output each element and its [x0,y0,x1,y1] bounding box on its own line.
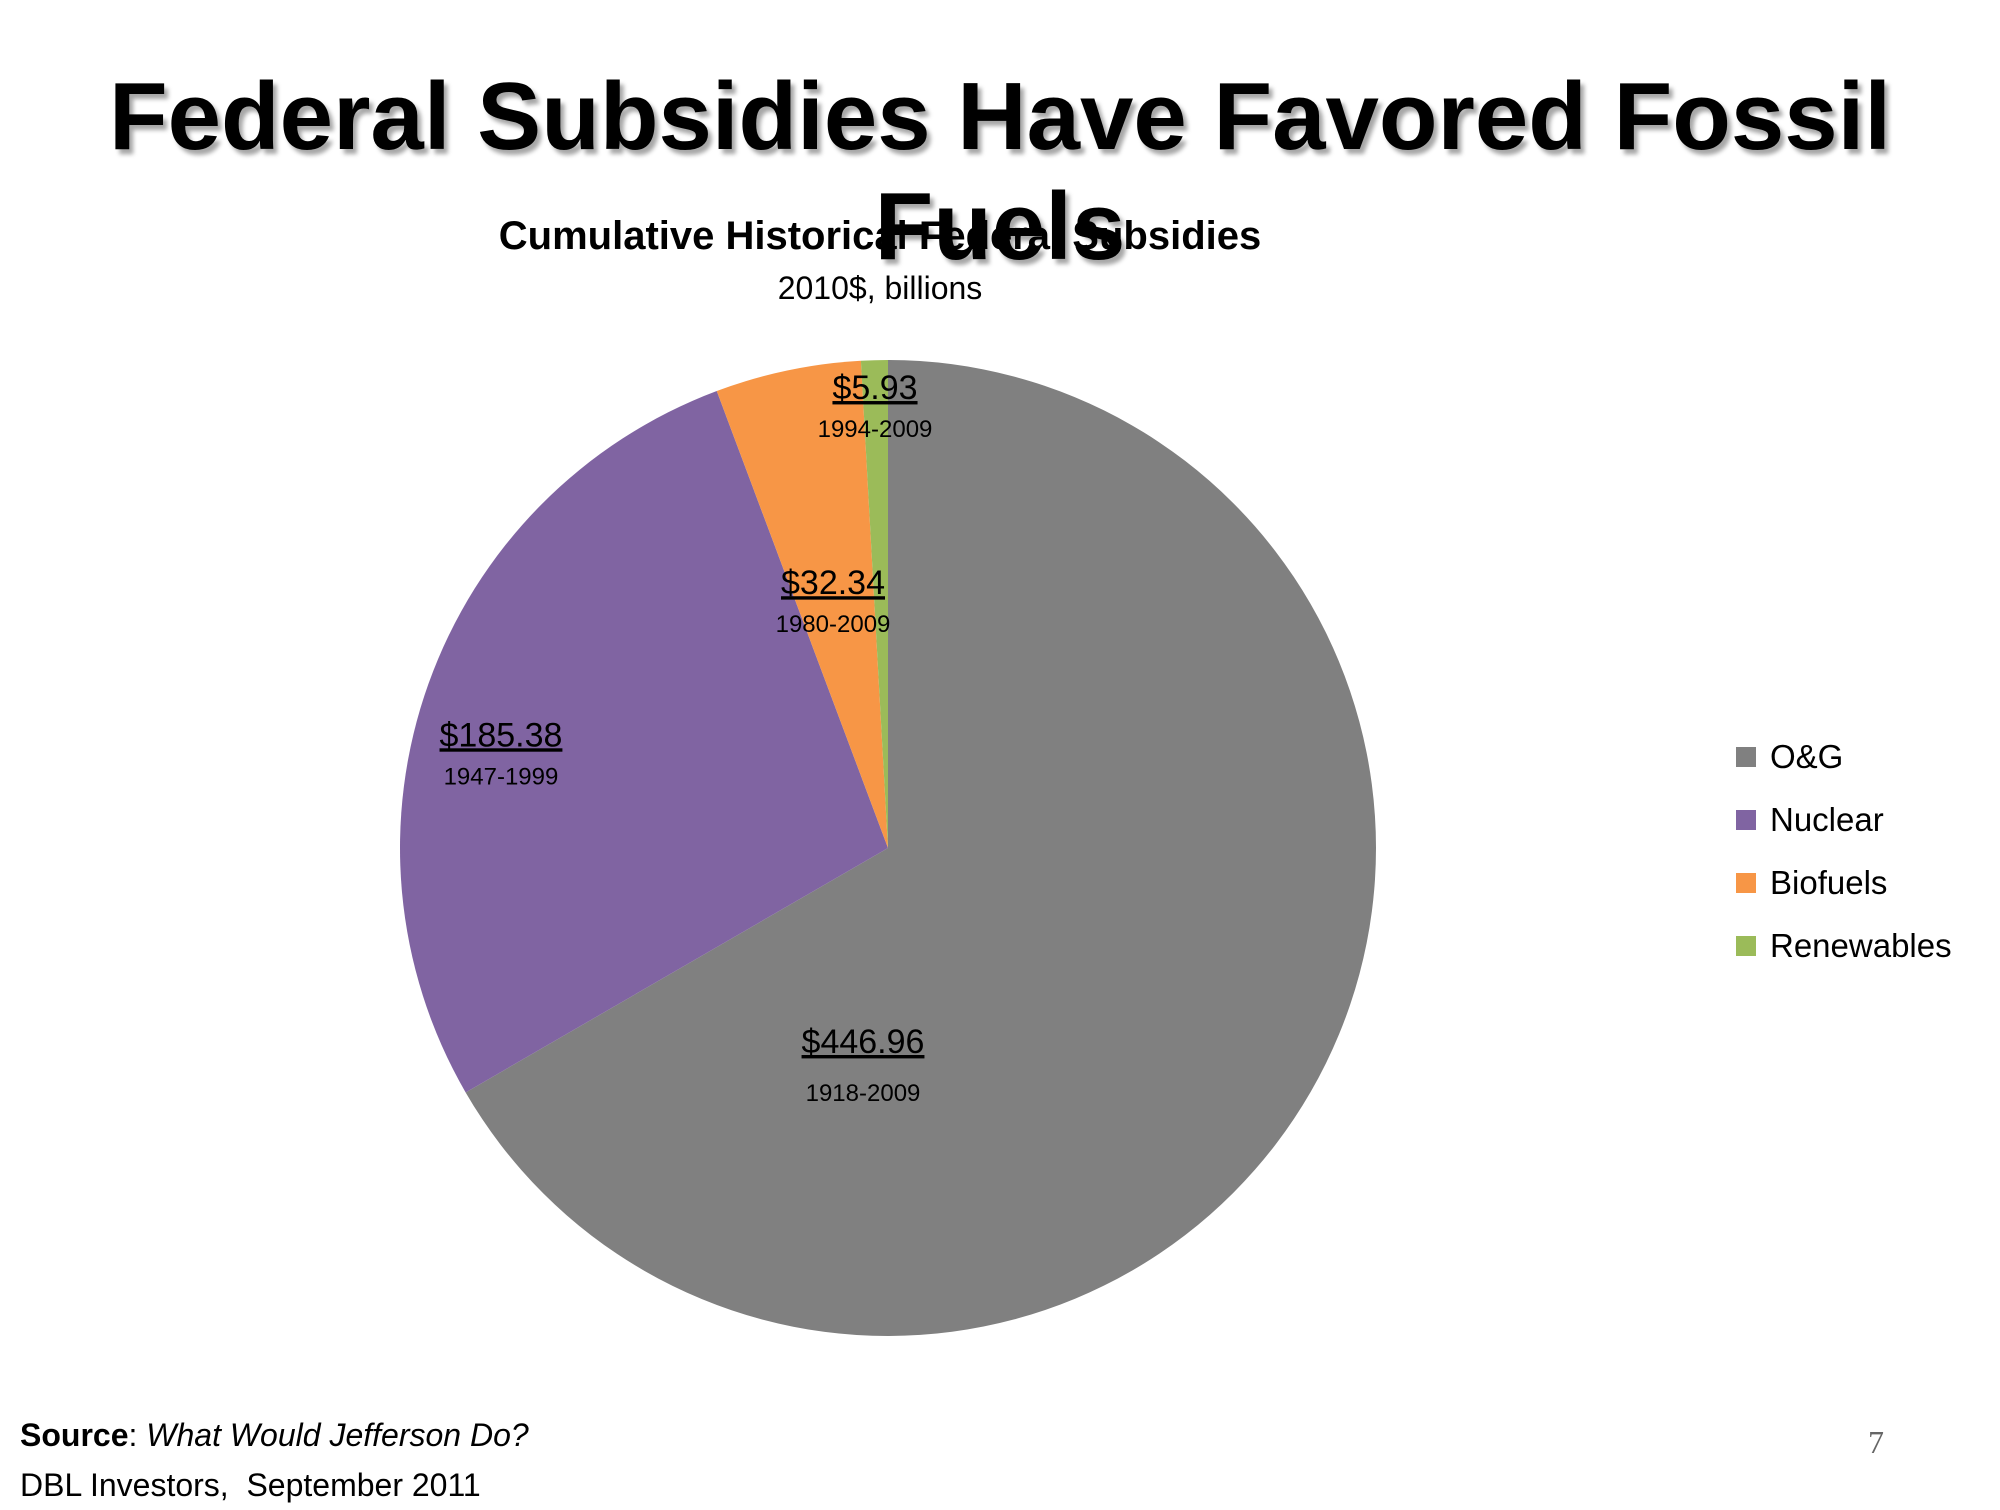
slice-period-label-biofuels: 1980-2009 [776,611,891,638]
legend-item-biofuels: Biofuels [1736,851,1952,914]
source-label: Source [20,1417,129,1453]
pie-slice-og [465,360,1377,1337]
source-publisher: DBL Investors, September 2011 [20,1467,481,1503]
slice-value-label-og: $446.96 [802,1023,925,1061]
source-title: What Would Jefferson Do? [146,1417,529,1453]
chart-title: Cumulative Historical Federal Subsidies [498,214,1262,258]
legend-swatch-biofuels [1736,872,1756,893]
pie-slice-nuclear [400,391,888,1093]
slice-value-label-nuclear: $185.38 [440,716,563,754]
legend-swatch-og [1736,746,1756,767]
legend-swatch-renewables [1736,935,1756,956]
slide-title: Federal Subsidies Have Favored Fossil Fu… [109,63,1891,280]
slice-value-label-renewables: $5.93 [832,369,917,407]
source-line: Source: What Would Jefferson Do? [20,1410,529,1460]
pie-slice-renewables [860,360,888,848]
chart-subtitle: 2010$, billions [777,270,983,306]
legend-label-biofuels: Biofuels [1770,863,1888,901]
slice-period-label-nuclear: 1947-1999 [444,763,559,790]
legend-label-og: O&G [1770,737,1844,775]
slice-period-label-og: 1918-2009 [806,1080,921,1107]
legend-item-og: O&G [1736,725,1952,788]
pie-slice-biofuels [716,360,888,848]
pie-labels: $446.96 1918-2009 $185.38 1947-1999 $32.34 19… [440,369,933,1107]
slice-value-label-biofuels: $32.34 [781,564,885,602]
source-separator: : [128,1417,138,1453]
source-citation: Source: What Would Jefferson Do? DBL Inv… [20,1410,529,1510]
legend-swatch-nuclear [1736,809,1756,830]
page-number: 7 [1868,1424,1884,1460]
chart-legend: O&G Nuclear Biofuels Renewables [1736,725,1952,977]
legend-label-renewables: Renewables [1770,926,1952,964]
legend-item-renewables: Renewables [1736,914,1952,977]
legend-label-nuclear: Nuclear [1770,800,1884,838]
pie-slices [400,360,1377,1337]
legend-item-nuclear: Nuclear [1736,788,1952,851]
slice-period-label-renewables: 1994-2009 [818,416,933,443]
